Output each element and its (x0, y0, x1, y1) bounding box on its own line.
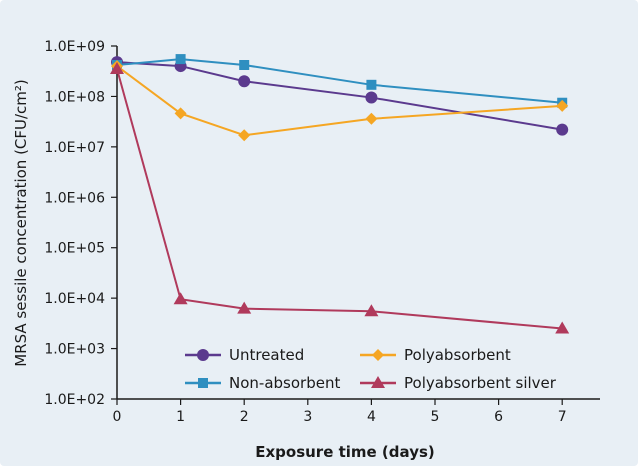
data-point-polyabsorbent (365, 112, 378, 125)
data-point-polyabsorbent-silver (173, 292, 188, 305)
legend-swatch-marker (372, 349, 384, 361)
legend-item-non-absorbent: Non-absorbent (185, 374, 340, 392)
data-point-polyabsorbent-silver (110, 61, 124, 74)
data-point-polyabsorbent-silver (555, 321, 570, 334)
legend-swatch-marker (371, 376, 385, 388)
series-line-polyabsorbent (116, 65, 563, 137)
legend-swatch-marker (197, 349, 209, 361)
data-point-non-absorbent (175, 54, 186, 65)
series-non-absorbent (112, 54, 568, 108)
data-point-non-absorbent (239, 59, 250, 70)
tick-labels: 1.0E+02 1.0E+03 1.0E+04 1.0E+05 1.0E+06 1.0E+… (44, 39, 566, 425)
y-tick-label: 1.0E+02 (44, 392, 105, 408)
x-tick-label: 7 (558, 409, 567, 425)
series-lines (110, 54, 570, 334)
data-point-polyabsorbent-silver (237, 301, 252, 314)
data-point-polyabsorbent (238, 129, 251, 142)
x-tick-label: 4 (367, 409, 376, 425)
series-polyabsorbent-silver (110, 61, 570, 334)
x-tick-label: 6 (494, 409, 503, 425)
legend-item-untreated: Untreated (185, 346, 304, 364)
legend-swatch-marker (198, 378, 208, 388)
data-point-untreated (556, 123, 569, 136)
x-tick-label: 0 (113, 409, 122, 425)
legend-label: Polyabsorbent (404, 346, 511, 364)
series-line-polyabsorbent-silver (116, 68, 563, 330)
y-tick-label: 1.0E+04 (44, 291, 105, 307)
y-tick-label: 1.0E+07 (44, 140, 105, 156)
legend-label: Untreated (229, 346, 304, 364)
data-point-polyabsorbent (174, 107, 187, 120)
x-tick-label: 5 (431, 409, 440, 425)
legend-label: Polyabsorbent silver (404, 374, 557, 392)
y-tick-label: 1.0E+09 (44, 39, 105, 55)
x-axis-title: Exposure time (days) (255, 443, 435, 461)
data-point-non-absorbent (366, 79, 377, 90)
legend-label: Non-absorbent (229, 374, 340, 392)
legend-item-polyabsorbent-silver: Polyabsorbent silver (360, 374, 557, 392)
axes (116, 46, 600, 400)
data-point-polyabsorbent-silver (364, 304, 379, 317)
data-point-polyabsorbent (556, 99, 569, 112)
y-tick-label: 1.0E+06 (44, 190, 105, 206)
y-axis-title: MRSA sessile concentration (CFU/cm²) (12, 79, 30, 367)
data-point-untreated (238, 75, 251, 88)
x-tick-label: 1 (176, 409, 185, 425)
y-tick-label: 1.0E+05 (44, 241, 105, 257)
legend-item-polyabsorbent: Polyabsorbent (360, 346, 511, 364)
x-tick-label: 3 (303, 409, 312, 425)
series-polyabsorbent (111, 60, 569, 142)
data-point-untreated (365, 91, 378, 104)
legend: Untreated Non-absorbent Polyabsorbent Polya… (185, 346, 557, 392)
y-tick-label: 1.0E+08 (44, 89, 105, 105)
x-tick-label: 2 (240, 409, 249, 425)
y-tick-label: 1.0E+03 (44, 342, 105, 358)
